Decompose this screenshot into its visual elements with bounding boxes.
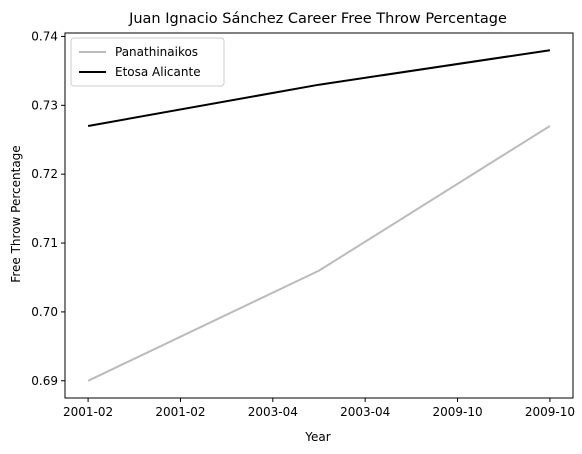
y-tick-label: 0.74 — [31, 29, 58, 43]
legend-label-panathinaikos: Panathinaikos — [115, 45, 198, 59]
x-tick-label: 2009-10 — [432, 405, 482, 419]
plot-frame — [64, 32, 574, 399]
x-axis-label: Year — [304, 430, 330, 444]
chart-title: Juan Ignacio Sánchez Career Free Throw P… — [128, 11, 507, 27]
y-tick-label: 0.71 — [31, 236, 58, 250]
y-tick-label: 0.70 — [31, 305, 58, 319]
y-tick-label: 0.73 — [31, 98, 58, 112]
x-tick-label: 2009-10 — [525, 405, 575, 419]
x-tick-label: 2003-04 — [340, 405, 390, 419]
x-tick-label: 2003-04 — [248, 405, 298, 419]
series-line-etosa-alicante — [87, 49, 551, 127]
x-tick-label: 2001-02 — [155, 405, 205, 419]
y-axis-label: Free Throw Percentage — [9, 145, 23, 282]
plot-area: 2001-02 2001-02 2003-04 2003-04 2009-10 2009-… — [31, 29, 575, 419]
legend-label-etosa-alicante: Etosa Alicante — [115, 65, 201, 79]
series-line-panathinaikos — [87, 125, 551, 382]
x-tick-label: 2001-02 — [63, 405, 113, 419]
legend-box — [70, 37, 225, 87]
y-tick-label: 0.69 — [31, 374, 58, 388]
y-tick-label: 0.72 — [31, 167, 58, 181]
legend: Panathinaikos Etosa Alicante — [70, 37, 225, 87]
